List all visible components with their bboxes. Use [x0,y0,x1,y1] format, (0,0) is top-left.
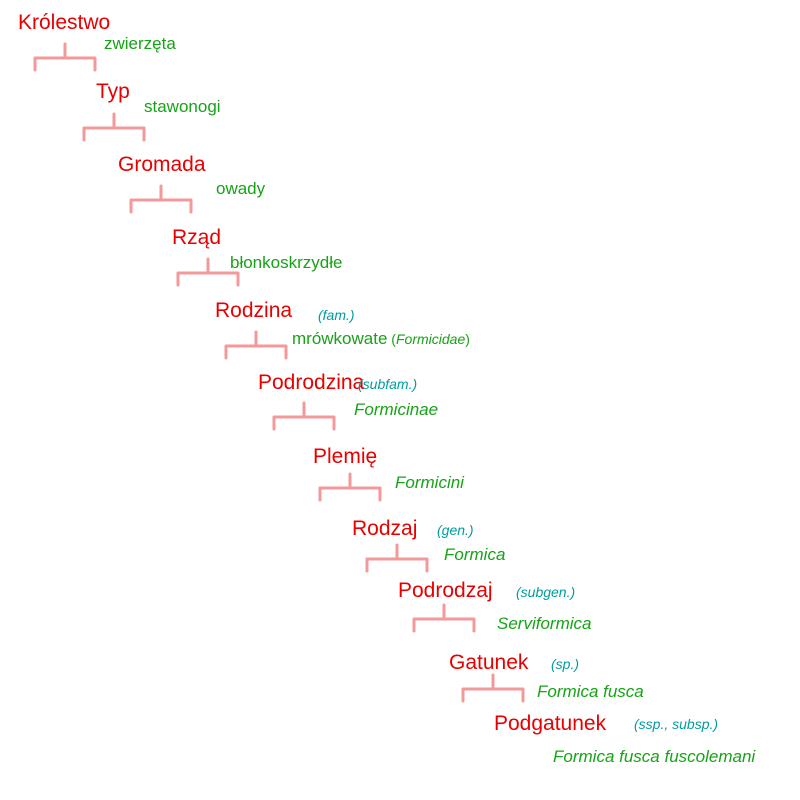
rank-abbreviation: (ssp., subsp.) [634,716,719,732]
taxon-name: Formica fusca [537,683,644,700]
bracket-connector [461,673,525,703]
rank-label: Plemię [313,445,378,468]
rank-label: Gromada [118,153,206,176]
taxon-common-name: Formica fusca [537,682,644,701]
taxon-common-name: Serviformica [497,614,592,633]
rank-label: Podgatunek [494,712,607,735]
taxon-name: owady [216,180,265,197]
taxon-name: Formica [444,546,505,563]
taxon-name: Formica fusca fuscolemani [553,748,755,765]
rank-abbreviation: (sp.) [551,656,579,672]
rank-label: Rząd [172,226,222,249]
taxon-name: Serviformica [497,615,591,632]
taxon-name: Formicinae [354,401,438,418]
taxon-latin-name: Formicidae [395,331,466,347]
rank-abbreviation: (gen.) [437,522,474,538]
bracket-connector [129,184,193,214]
taxon-common-name: Formica fusca fuscolemani [553,747,756,766]
bracket-connector [33,42,97,72]
rank-label: Gatunek [449,651,529,674]
taxon-name: stawonogi [144,98,221,115]
bracket-connector [272,401,336,431]
rank-label: Podrodzaj [398,579,493,602]
taxon-common-name: Formicinae [354,400,439,419]
taxon-common-name: Formica [444,545,506,564]
taxon-common-name: zwierzęta [104,34,176,53]
rank-abbreviation: (fam.) [318,307,355,323]
rank-abbreviation: (subgen.) [516,584,576,600]
rank-label: Typ [96,80,130,103]
rank-label: Rodzaj [352,517,418,540]
taxon-common-name: owady [216,179,266,198]
bracket-connector [224,330,288,360]
taxon-common-name: stawonogi [144,97,221,116]
rank-label: Królestwo [18,11,111,34]
taxon-common-name: błonkoskrzydłe [230,253,343,272]
rank-label: Rodzina [215,299,293,322]
bracket-connector [412,603,476,633]
rank-abbreviation: (subfam.) [358,376,418,392]
taxon-common-name: Formicini [395,473,464,492]
bracket-connector [318,472,382,502]
taxon-common-name: mrówkowate [292,329,388,348]
bracket-connector [365,543,429,573]
bracket-connector [82,112,146,142]
rank-label: Podrodzina [258,371,365,394]
taxon-name: Formicini [395,474,464,491]
taxon-name: błonkoskrzydłe [230,254,342,271]
taxon-name: zwierzęta [104,35,176,52]
taxon-name: mrówkowate (Formicidae) [292,330,470,347]
bracket-connector [176,257,240,287]
taxon-latin-wrapper: (Formicidae) [387,331,470,347]
